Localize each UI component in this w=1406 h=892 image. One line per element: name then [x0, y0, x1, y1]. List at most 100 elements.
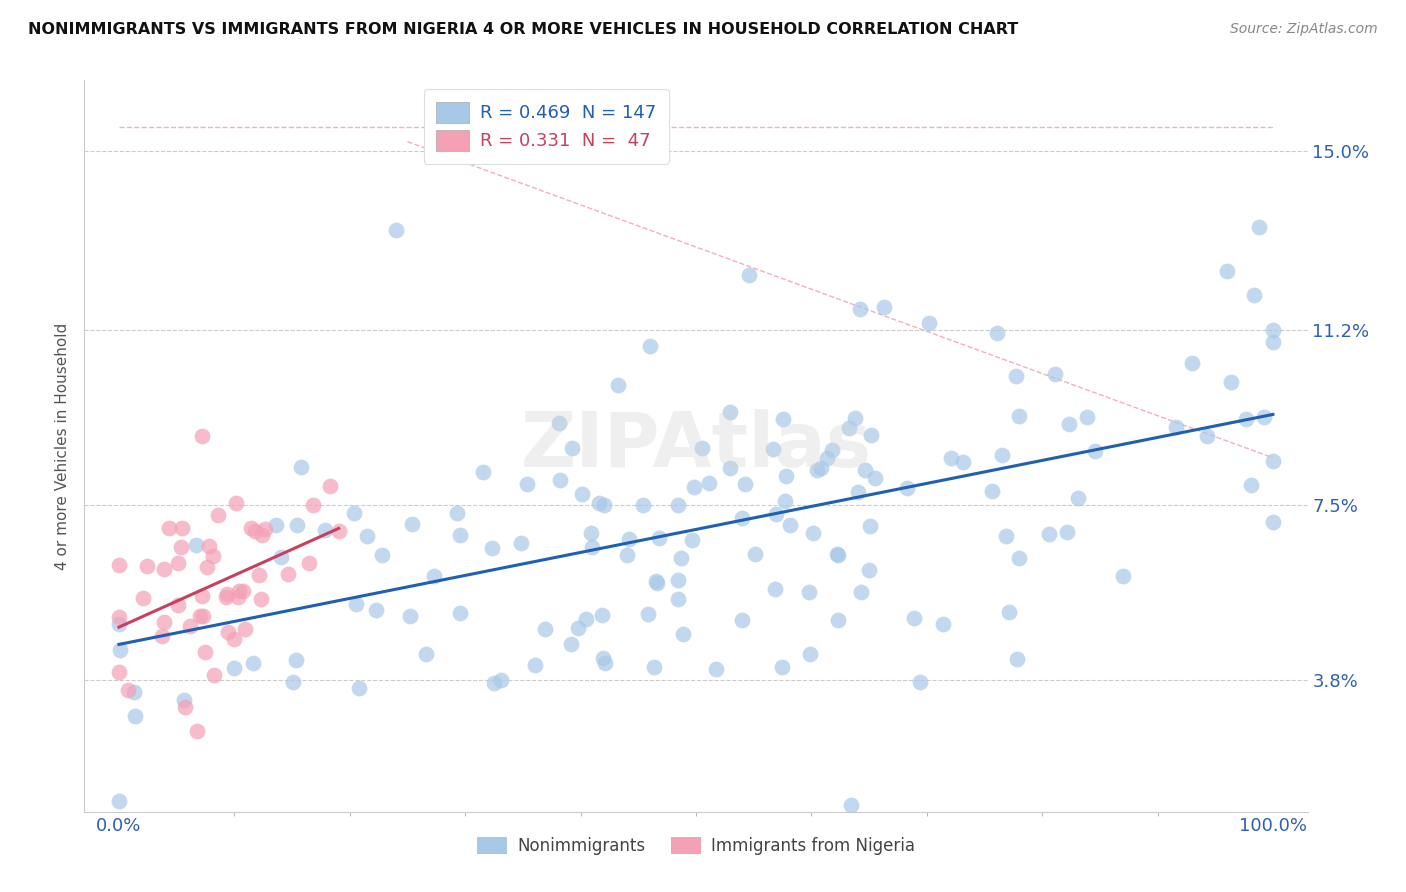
Point	[1181, 356, 1204, 370]
Point	[815, 450, 838, 465]
Point	[797, 585, 820, 599]
Point	[827, 613, 849, 627]
Point	[579, 525, 602, 540]
Point	[399, 609, 422, 624]
Point	[484, 675, 506, 690]
Point	[801, 525, 824, 540]
Point	[762, 442, 785, 457]
Point	[1220, 375, 1243, 389]
Point	[1038, 527, 1060, 541]
Point	[197, 539, 219, 553]
Point	[264, 518, 287, 533]
Point	[290, 460, 312, 475]
Point	[849, 302, 872, 317]
Point	[202, 667, 225, 681]
Point	[228, 584, 250, 599]
Point	[1057, 417, 1080, 431]
Point	[247, 567, 270, 582]
Point	[666, 498, 689, 512]
Point	[1112, 569, 1135, 583]
Point	[666, 591, 689, 606]
Point	[873, 301, 896, 315]
Point	[990, 449, 1012, 463]
Point	[561, 441, 583, 455]
Point	[1216, 263, 1239, 277]
Point	[827, 548, 849, 562]
Point	[918, 317, 941, 331]
Point	[1195, 429, 1218, 443]
Point	[1249, 219, 1271, 234]
Point	[124, 709, 146, 723]
Point	[1084, 443, 1107, 458]
Point	[631, 498, 654, 512]
Point	[224, 661, 246, 675]
Y-axis label: 4 or more Vehicles in Household: 4 or more Vehicles in Household	[55, 322, 70, 570]
Point	[179, 619, 201, 633]
Point	[277, 566, 299, 581]
Point	[166, 599, 188, 613]
Point	[821, 443, 844, 458]
Point	[481, 541, 503, 555]
Point	[681, 533, 703, 547]
Point	[446, 506, 468, 520]
Point	[606, 377, 628, 392]
Point	[347, 681, 370, 695]
Point	[806, 463, 828, 477]
Point	[226, 590, 249, 604]
Point	[548, 416, 571, 430]
Point	[772, 412, 794, 426]
Point	[1005, 368, 1028, 383]
Point	[449, 606, 471, 620]
Point	[489, 673, 512, 687]
Point	[593, 499, 616, 513]
Point	[853, 463, 876, 477]
Point	[510, 536, 533, 550]
Point	[186, 723, 208, 738]
Point	[1243, 287, 1265, 301]
Point	[190, 429, 212, 443]
Point	[952, 454, 974, 468]
Point	[343, 506, 366, 520]
Point	[108, 617, 131, 632]
Point	[941, 450, 963, 465]
Point	[648, 531, 671, 545]
Point	[770, 660, 793, 674]
Point	[1008, 550, 1031, 565]
Point	[167, 556, 190, 570]
Point	[191, 589, 214, 603]
Point	[319, 479, 342, 493]
Point	[637, 607, 659, 621]
Point	[645, 576, 668, 591]
Point	[239, 521, 262, 535]
Point	[560, 637, 582, 651]
Point	[186, 538, 208, 552]
Point	[253, 523, 276, 537]
Text: ZIPAtlas: ZIPAtlas	[520, 409, 872, 483]
Point	[779, 517, 801, 532]
Point	[344, 597, 367, 611]
Point	[744, 547, 766, 561]
Point	[314, 523, 336, 537]
Point	[302, 498, 325, 512]
Point	[1005, 652, 1028, 666]
Point	[356, 529, 378, 543]
Point	[1056, 525, 1078, 540]
Point	[173, 693, 195, 707]
Point	[849, 585, 872, 599]
Point	[108, 558, 131, 572]
Point	[217, 625, 239, 640]
Point	[638, 338, 661, 352]
Point	[153, 562, 176, 576]
Point	[108, 610, 131, 624]
Point	[215, 591, 238, 605]
Point	[110, 643, 132, 657]
Point	[810, 461, 832, 475]
Point	[859, 427, 882, 442]
Point	[235, 623, 257, 637]
Point	[364, 603, 387, 617]
Point	[108, 794, 131, 808]
Point	[932, 616, 955, 631]
Point	[581, 540, 603, 554]
Point	[215, 587, 238, 601]
Point	[523, 658, 546, 673]
